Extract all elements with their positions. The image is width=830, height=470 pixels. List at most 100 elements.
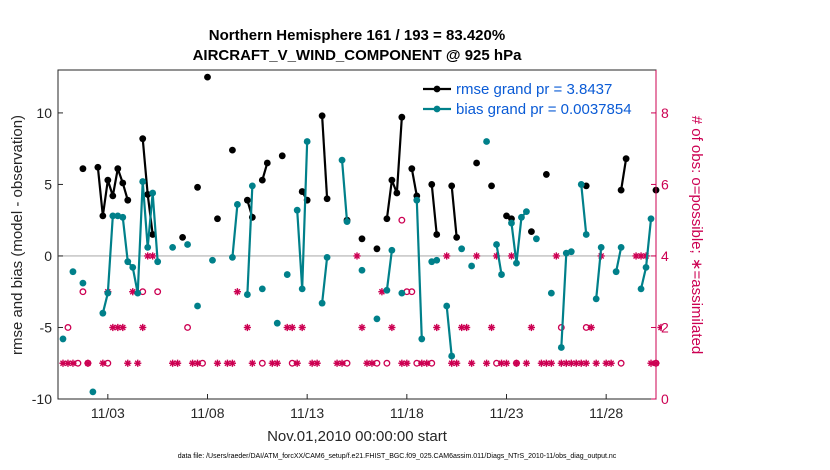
y-right-tick-label: 2 [661, 319, 669, 335]
asterisk-stroke [503, 360, 510, 367]
rmse-data-point [617, 186, 625, 194]
bias-data-point [383, 286, 391, 294]
asterisk-stroke [548, 360, 555, 367]
obs-assimilated-marker [527, 323, 536, 332]
asterisk-stroke [149, 252, 156, 259]
bias-data-point [343, 218, 351, 226]
bias-data-point [508, 219, 515, 227]
asterisk-stroke [99, 360, 106, 367]
bias-data-point [303, 138, 311, 145]
rmse-data-point [243, 196, 251, 204]
bias-data-point [248, 182, 256, 190]
rmse-data-point [263, 159, 271, 167]
asterisk-stroke [448, 360, 455, 367]
obs-possible-marker [184, 324, 192, 331]
bias-data-point [129, 264, 137, 271]
bias-data-point [647, 215, 655, 223]
y-right-tick-label: 0 [661, 391, 669, 407]
bias-data-point [298, 285, 306, 293]
obs-possible-marker [154, 288, 162, 296]
bias-data-point [418, 335, 426, 343]
x-tick-label: 11/03 [91, 405, 125, 421]
rmse-data-point [278, 152, 286, 160]
asterisk-stroke [129, 288, 136, 295]
rmse-data-point [114, 165, 122, 173]
asterisk-stroke [119, 324, 126, 331]
bias-series-line [595, 247, 603, 299]
asterisk-stroke [483, 360, 490, 367]
bias-series-line [340, 160, 349, 222]
bias-series-line [495, 244, 503, 275]
x-axis-label: Nov.01,2010 00:00:00 start [267, 428, 448, 445]
obs-assimilated-marker [443, 252, 451, 260]
bias-data-point [194, 302, 201, 310]
bias-series-line [615, 247, 623, 272]
obs-assimilated-marker [418, 359, 426, 367]
asterisk-stroke [64, 360, 71, 367]
bias-data-point [413, 196, 421, 204]
asterisk-stroke [368, 360, 375, 367]
obs-assimilated-marker [657, 323, 662, 332]
rmse-series-line [620, 158, 628, 191]
obs-possible-marker [64, 324, 72, 331]
obs-assimilated-marker [228, 359, 237, 367]
rmse-data-point [204, 73, 211, 81]
y-right-tick-label: 4 [661, 248, 669, 264]
x-tick-label: 11/18 [390, 405, 424, 421]
asterisk-stroke [299, 324, 306, 331]
asterisk-stroke [189, 360, 196, 367]
asterisk-stroke [134, 360, 141, 367]
rmse-data-point [398, 113, 406, 121]
rmse-data-point [323, 195, 331, 203]
obs-possible-marker [398, 216, 406, 224]
asterisk-stroke [648, 360, 655, 367]
rmse-data-point [453, 233, 461, 241]
asterisk-stroke [528, 324, 535, 331]
bias-data-point [149, 189, 157, 197]
obs-assimilated-marker [293, 359, 301, 367]
asterisk-stroke [403, 360, 410, 367]
bias-data-point [612, 268, 620, 276]
bias-data-point [318, 299, 326, 307]
obs-possible-marker [79, 288, 87, 296]
obs-assimilated-marker [243, 323, 251, 332]
obs-assimilated-marker [169, 359, 177, 367]
asterisk-stroke [249, 360, 256, 367]
rmse-data-point [408, 165, 416, 173]
bias-data-point [663, 235, 670, 242]
obs-assimilated-marker [114, 323, 122, 332]
obs-assimilated-marker [507, 252, 516, 260]
bias-data-point [433, 256, 441, 264]
asterisk-stroke [358, 324, 365, 331]
obs-assimilated-marker [233, 288, 241, 296]
asterisk-stroke [513, 360, 520, 367]
bias-data-point [99, 309, 107, 317]
asterisk-stroke [84, 360, 91, 367]
bias-data-point [119, 213, 127, 221]
bias-series-line [580, 184, 588, 235]
obs-assimilated-marker [64, 359, 72, 367]
asterisk-stroke [109, 324, 116, 331]
rmse-data-point [99, 212, 107, 220]
obs-possible-marker [258, 359, 266, 367]
y-axis-label-right: # of obs: o=possible; ∗=assimilated [688, 116, 705, 355]
asterisk-stroke [139, 324, 146, 331]
rmse-data-point [622, 155, 630, 163]
bias-data-point [283, 271, 291, 278]
asterisk-stroke [588, 324, 595, 331]
bias-data-point [169, 243, 177, 251]
obs-assimilated-marker [388, 323, 396, 332]
asterisk-stroke [224, 360, 231, 367]
rmse-data-point [214, 215, 221, 223]
obs-assimilated-marker [69, 359, 77, 367]
rmse-data-point [109, 192, 117, 200]
obs-assimilated-marker [149, 252, 157, 260]
obs-assimilated-marker [592, 359, 600, 367]
asterisk-stroke [463, 324, 470, 331]
bias-data-point [557, 344, 565, 351]
asterisk-stroke [294, 360, 301, 367]
chart-subtitle: AIRCRAFT_V_WIND_COMPONENT @ 925 hPa [193, 47, 523, 64]
asterisk-stroke [573, 360, 580, 367]
bias-data-point [642, 264, 650, 271]
obs-assimilated-marker [502, 359, 511, 367]
